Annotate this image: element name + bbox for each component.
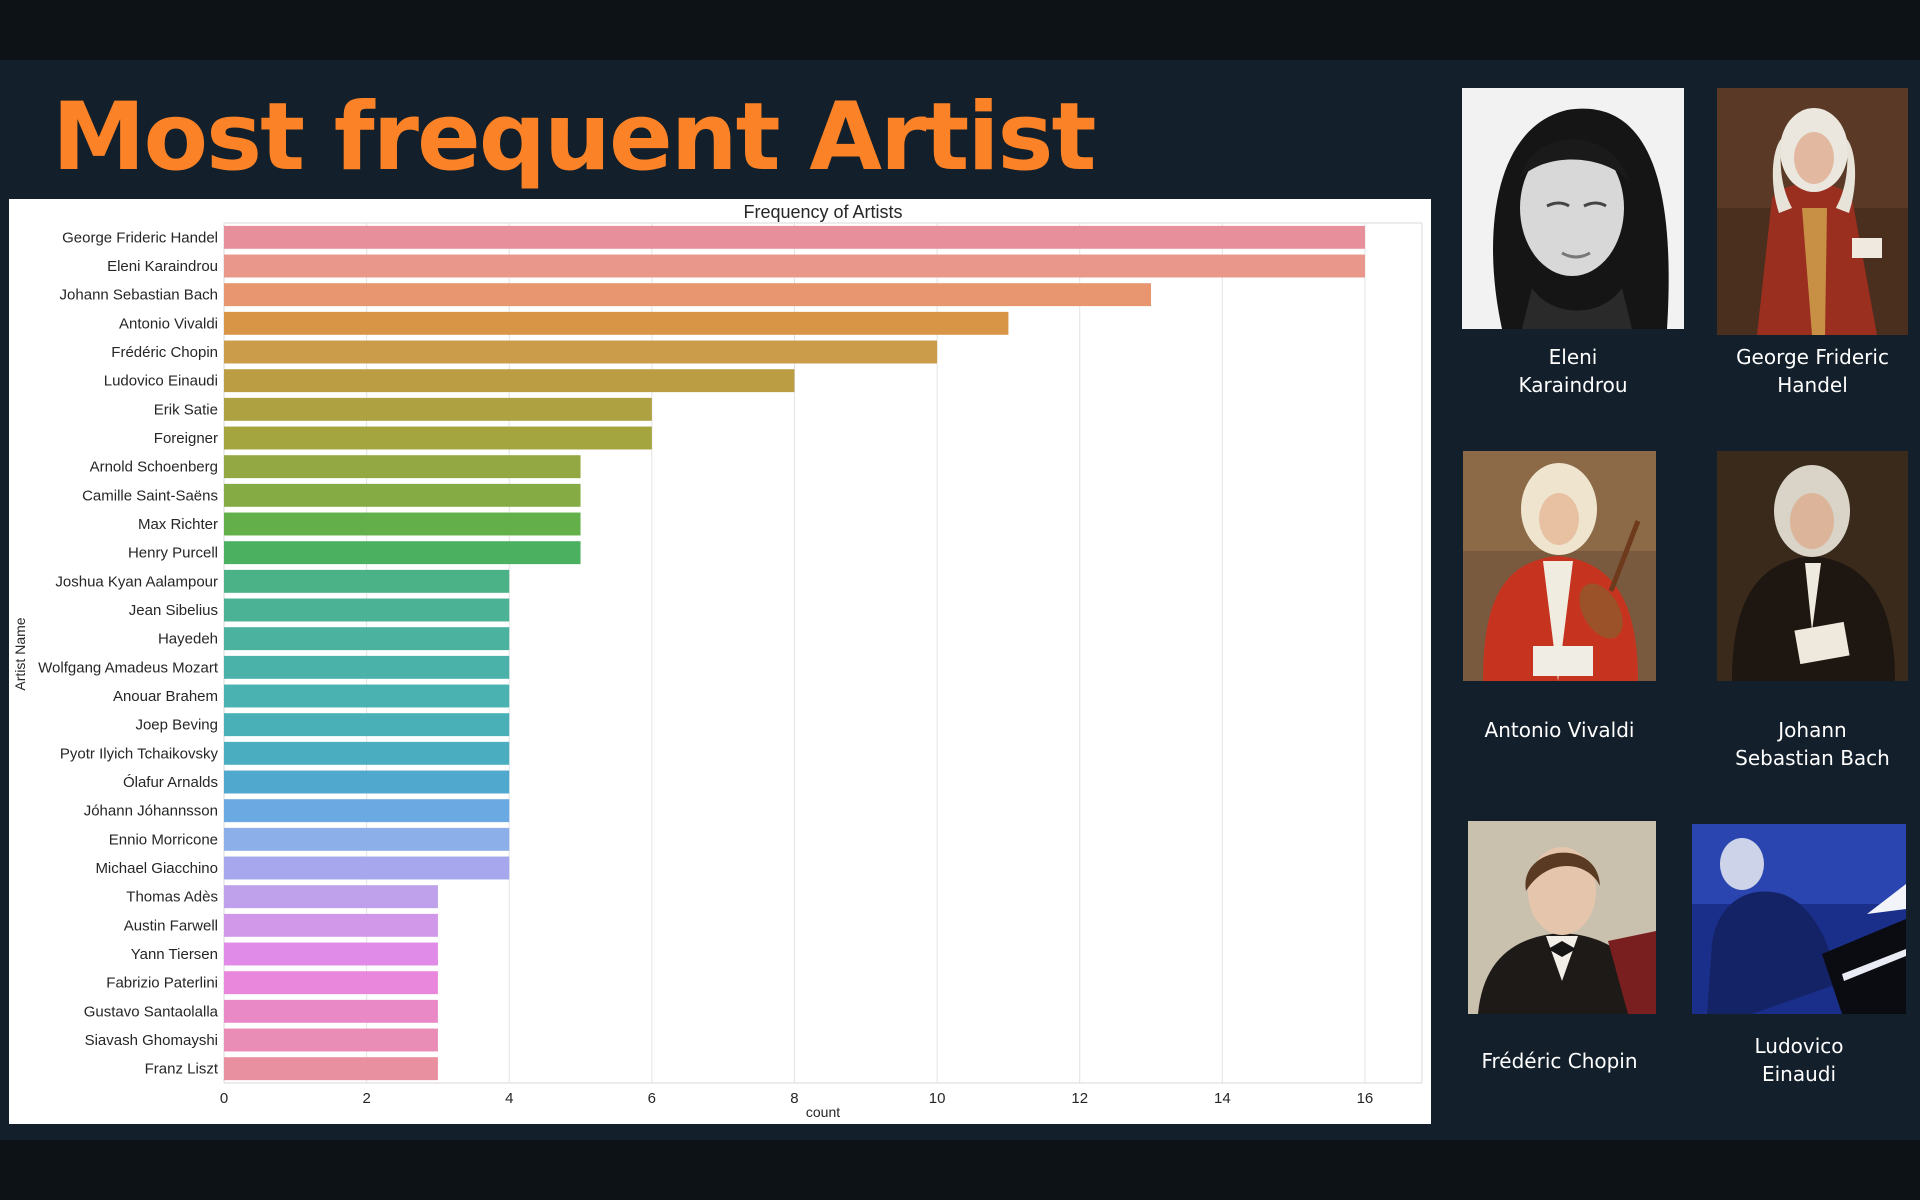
bar <box>224 397 652 421</box>
y-tick-label: Joshua Kyan Aalampour <box>55 573 218 590</box>
bar <box>224 1057 438 1081</box>
bar <box>224 340 938 364</box>
bar <box>224 856 510 880</box>
bar <box>224 569 510 593</box>
y-tick-label: Wolfgang Amadeus Mozart <box>38 659 219 676</box>
bar <box>224 799 510 823</box>
y-tick-label: Austin Farwell <box>124 917 218 934</box>
x-tick-label: 10 <box>929 1090 946 1107</box>
page-title: Most frequent Artist <box>52 83 1096 192</box>
y-tick-label: Joep Beving <box>135 717 218 734</box>
y-tick-label: Jean Sibelius <box>129 602 218 619</box>
y-tick-label: Yann Tiersen <box>131 946 218 963</box>
bar <box>224 254 1365 278</box>
bar <box>224 541 581 565</box>
y-tick-label: Jóhann Jóhannsson <box>84 803 218 820</box>
caption-einaudi: Ludovico Einaudi <box>1754 1034 1844 1086</box>
bar <box>224 311 1009 335</box>
eleni-karaindrou-portrait <box>1462 88 1684 329</box>
y-axis-label: Artist Name <box>12 617 28 690</box>
y-tick-label: Michael Giacchino <box>95 860 218 877</box>
y-tick-label: Fabrizio Paterlini <box>106 975 218 992</box>
bar <box>224 225 1365 249</box>
bar <box>224 369 795 393</box>
y-tick-label: Eleni Karaindrou <box>107 258 218 275</box>
bar <box>224 283 1152 307</box>
y-tick-label: Max Richter <box>138 516 218 533</box>
y-tick-label: Erik Satie <box>154 401 218 418</box>
chart-title: Frequency of Artists <box>743 202 902 222</box>
bar <box>224 426 652 450</box>
bar <box>224 770 510 794</box>
bar <box>224 999 438 1023</box>
y-tick-labels: George Frideric Handel Eleni Karaindrou Jo… <box>38 229 219 1077</box>
bar <box>224 885 438 909</box>
caption-chopin: Frédéric Chopin <box>1481 1049 1638 1073</box>
bar <box>224 713 510 737</box>
x-tick-labels: 0 2 4 6 8 10 12 14 16 <box>220 1090 1373 1107</box>
chart-panel: George Frideric Handel Eleni Karaindrou Jo… <box>9 199 1431 1124</box>
bar <box>224 942 438 966</box>
x-tick-label: 2 <box>362 1090 370 1107</box>
y-tick-label: Frédéric Chopin <box>111 344 218 361</box>
x-tick-label: 0 <box>220 1090 228 1107</box>
caption-handel: George Frideric Handel <box>1736 345 1889 397</box>
bars <box>224 225 1365 1081</box>
y-tick-label: Hayedeh <box>158 631 218 648</box>
y-tick-label: Antonio Vivaldi <box>119 315 218 332</box>
y-tick-label: Anouar Brahem <box>113 688 218 705</box>
handel-portrait <box>1717 88 1908 335</box>
x-tick-label: 14 <box>1214 1090 1231 1107</box>
bar <box>224 627 510 651</box>
y-tick-label: Siavash Ghomayshi <box>85 1032 218 1049</box>
x-tick-label: 12 <box>1071 1090 1088 1107</box>
bar <box>224 512 581 536</box>
y-tick-label: Foreigner <box>154 430 218 447</box>
caption-eleni-karaindrou: Eleni Karaindrou <box>1518 345 1628 397</box>
y-tick-label: Thomas Adès <box>126 889 218 906</box>
y-tick-label: Pyotr Ilyich Tchaikovsky <box>60 745 219 762</box>
slide-background: Most frequent Artist George Frideric Han… <box>0 60 1920 1140</box>
bar <box>224 741 510 765</box>
y-tick-label: Ludovico Einaudi <box>104 373 218 390</box>
chopin-portrait <box>1468 821 1656 1014</box>
bar <box>224 827 510 851</box>
bar <box>224 598 510 622</box>
y-tick-label: Johann Sebastian Bach <box>60 287 218 304</box>
x-tick-label: 16 <box>1357 1090 1374 1107</box>
bar <box>224 655 510 679</box>
x-axis-label: count <box>806 1104 840 1120</box>
bar <box>224 913 438 937</box>
y-tick-label: Ólafur Arnalds <box>123 774 218 791</box>
bar <box>224 483 581 507</box>
vivaldi-portrait <box>1463 451 1656 681</box>
y-tick-label: Arnold Schoenberg <box>90 459 218 476</box>
y-tick-label: Camille Saint-Saëns <box>82 487 218 504</box>
y-tick-label: Gustavo Santaolalla <box>84 1003 219 1020</box>
y-tick-label: Franz Liszt <box>145 1061 219 1078</box>
bar <box>224 971 438 995</box>
x-tick-label: 6 <box>648 1090 656 1107</box>
bar <box>224 455 581 479</box>
x-tick-label: 8 <box>790 1090 798 1107</box>
bach-portrait <box>1717 451 1908 681</box>
y-tick-label: Ennio Morricone <box>109 831 218 848</box>
bar <box>224 1028 438 1052</box>
bar-chart: George Frideric Handel Eleni Karaindrou Jo… <box>12 202 1423 1120</box>
y-tick-label: George Frideric Handel <box>62 229 218 246</box>
einaudi-portrait <box>1692 824 1906 1014</box>
caption-vivaldi: Antonio Vivaldi <box>1484 718 1635 742</box>
bar <box>224 684 510 708</box>
y-tick-label: Henry Purcell <box>128 545 218 562</box>
caption-bach: Johann Sebastian Bach <box>1735 718 1890 770</box>
x-tick-label: 4 <box>505 1090 513 1107</box>
